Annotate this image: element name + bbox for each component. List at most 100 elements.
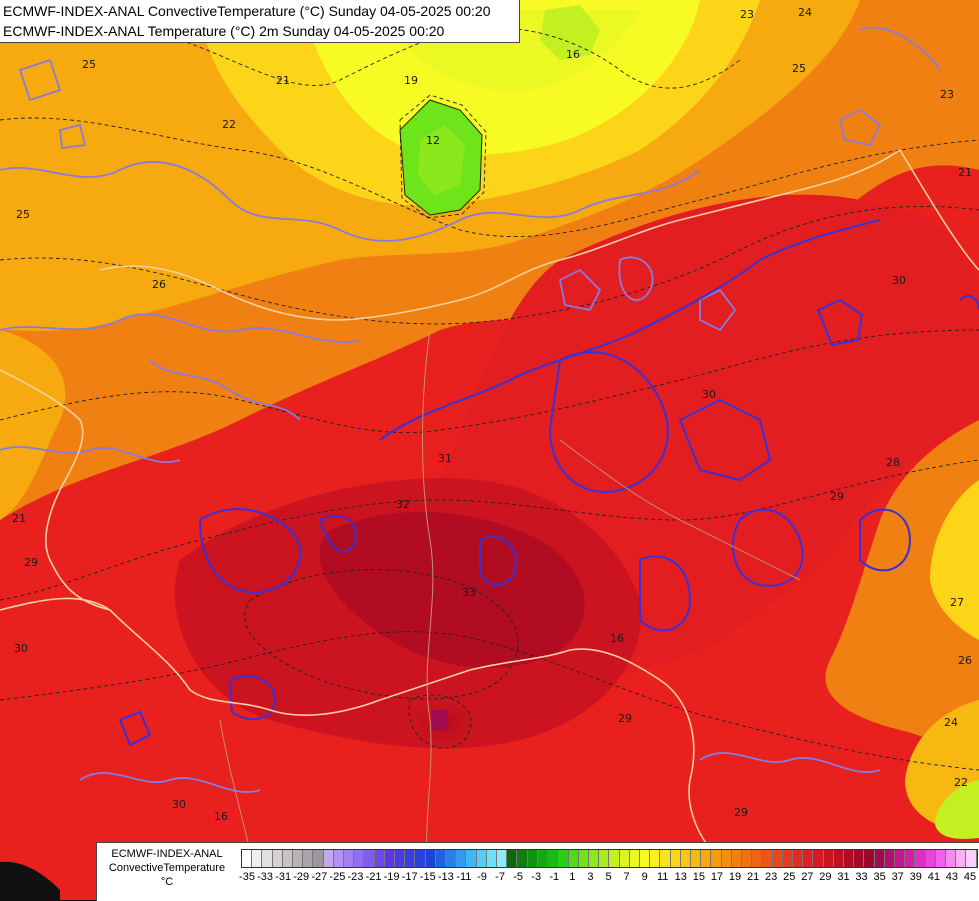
legend-tick-label: 23: [765, 871, 778, 883]
legend-tick-label: -11: [456, 871, 472, 883]
contour-label: 27: [950, 596, 964, 609]
legend-tick-label: -17: [401, 871, 418, 883]
contour-label: 23: [740, 8, 754, 21]
map-title-panel: ECMWF-INDEX-ANAL ConvectiveTemperature (…: [0, 0, 520, 43]
legend-title-model: ECMWF-INDEX-ANAL: [111, 848, 223, 860]
legend-swatch: [864, 850, 875, 867]
legend-swatch: [242, 850, 253, 867]
contour-label: 30: [14, 642, 28, 655]
legend-swatch: [395, 850, 406, 867]
legend-tick-label: 7: [623, 871, 630, 883]
contour-label: 31: [438, 452, 452, 465]
legend-tick-labels: -35 -33 -31 -29 -27 -25 -23 -21 -19 -17 -15 -13 -11-…: [239, 871, 977, 885]
legend-swatch: [384, 850, 396, 867]
contour-label: 12: [426, 134, 440, 147]
legend-swatch: [741, 850, 753, 867]
legend-title: ECMWF-INDEX-ANAL ConvectiveTemperature °…: [99, 847, 235, 889]
legend-tick-label: -29: [293, 871, 310, 883]
legend-swatch: [252, 850, 263, 867]
legend-swatch: [374, 850, 385, 867]
cold-patch-green-center: [418, 125, 465, 195]
legend-swatch: [456, 850, 467, 867]
legend-tick-label: -23: [347, 871, 364, 883]
legend-tick-label: 35: [873, 871, 886, 883]
legend-tick-label: 43: [945, 871, 959, 883]
legend-tick-label: 37: [891, 871, 904, 883]
legend-swatch: [670, 850, 681, 867]
legend-tick-label: 3: [587, 871, 594, 883]
temperature-isolines: [0, 27, 979, 771]
contour-label: 21: [12, 512, 26, 525]
legend-swatch: [344, 850, 355, 867]
temperature-band-yellow-east: [930, 480, 979, 640]
legend-unit: °C: [160, 876, 174, 888]
legend-swatch: [527, 850, 538, 867]
legend-swatch: [690, 850, 702, 867]
legend-tick-label: 31: [837, 871, 850, 883]
legend-tick-label: 21: [746, 871, 760, 883]
legend-swatch: [293, 850, 304, 867]
legend-tick-label: -25: [329, 871, 346, 883]
legend-tick-label: 5: [605, 871, 612, 883]
legend-swatch: [405, 850, 416, 867]
legend-swatch: [639, 850, 651, 867]
legend-color-scale: [241, 849, 978, 868]
legend-swatch: [486, 850, 498, 867]
contour-label: 28: [886, 456, 900, 469]
legend-swatch: [874, 850, 885, 867]
convective-contours-blue: [118, 219, 979, 747]
contour-label: 26: [958, 654, 972, 667]
legend-swatch: [425, 850, 436, 867]
contour-label: 23: [940, 88, 954, 101]
legend-swatch: [588, 850, 600, 867]
legend-swatch: [537, 850, 549, 867]
legend-swatch: [701, 850, 712, 867]
contour-label: 30: [702, 388, 716, 401]
legend-swatch: [966, 850, 977, 867]
legend-swatch: [833, 850, 844, 867]
legend-swatch: [303, 850, 314, 867]
convective-contours: [0, 26, 941, 793]
legend-tick-label: -7: [495, 871, 505, 883]
legend-swatch: [731, 850, 742, 867]
contour-label: 16: [214, 810, 228, 823]
contour-value-labels: 25 21 19 22 12 16 23 24 25 23 21 25 26 30 30 31 32 28 29 29…: [12, 6, 972, 823]
contour-label: 24: [944, 716, 958, 729]
legend-swatch: [884, 850, 895, 867]
legend-swatch: [650, 850, 661, 867]
legend-swatch: [925, 850, 936, 867]
cold-patch-top: [540, 5, 600, 60]
legend-swatch: [680, 850, 691, 867]
legend-swatch: [507, 850, 518, 867]
legend-swatch: [854, 850, 865, 867]
legend-tick-label: 45: [963, 871, 977, 883]
legend-swatch: [721, 850, 732, 867]
legend-tick-label: 25: [783, 871, 796, 883]
legend-swatch: [578, 850, 589, 867]
contour-label: 29: [830, 490, 844, 503]
legend-swatch: [313, 850, 324, 867]
legend-swatch: [446, 850, 457, 867]
contour-label: 16: [610, 632, 624, 645]
legend-swatch: [823, 850, 834, 867]
legend-swatch: [772, 850, 783, 867]
sea-dark: [0, 861, 60, 900]
legend-swatch: [262, 850, 273, 867]
contour-label: 26: [152, 278, 166, 291]
contour-label: 25: [82, 58, 96, 71]
legend-swatch: [609, 850, 620, 867]
legend-swatch: [517, 850, 528, 867]
legend-swatch: [843, 850, 855, 867]
legend-tick-label: -1: [549, 871, 560, 883]
legend-swatch: [782, 850, 793, 867]
legend-tick-label: -13: [437, 871, 454, 883]
contour-label: 33: [462, 586, 476, 599]
legend-swatch: [813, 850, 824, 867]
temperature-band-orange-east: [825, 420, 979, 780]
contour-label: 29: [618, 712, 632, 725]
hotspot-center: [432, 710, 448, 730]
legend-swatch: [895, 850, 906, 867]
legend-swatch: [956, 850, 967, 867]
contour-label: 30: [172, 798, 186, 811]
